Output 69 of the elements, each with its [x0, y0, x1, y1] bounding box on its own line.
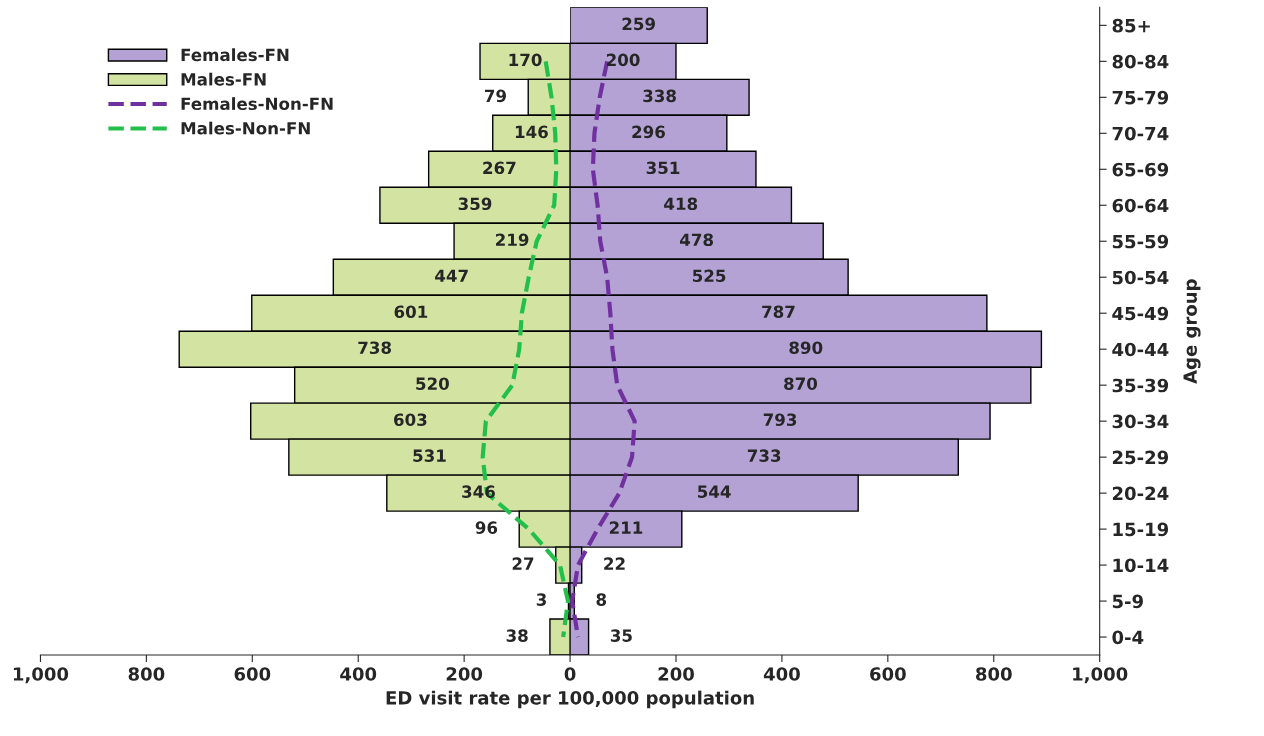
data-label: 146: [515, 125, 548, 139]
y-axis-title: Age group: [1183, 279, 1201, 384]
x-tick-label: 600: [870, 667, 906, 681]
data-label: 544: [698, 485, 731, 498]
x-tick-label: 1,000: [13, 667, 69, 684]
y-tick-label: 5-9: [1112, 594, 1143, 609]
x-tick-label: 200: [658, 667, 694, 681]
data-label: 8: [596, 593, 607, 606]
y-tick-label: 10-14: [1113, 558, 1169, 573]
legend-label: Males-FN: [181, 72, 266, 86]
data-label: 603: [394, 413, 427, 426]
x-tick-label: 400: [340, 667, 377, 681]
y-tick-label: 15-19: [1113, 522, 1169, 537]
data-label: 259: [622, 17, 655, 31]
x-tick-label: 800: [128, 667, 165, 681]
data-label: 525: [692, 269, 726, 283]
x-tick-label: 0: [564, 667, 576, 681]
data-label: 890: [789, 341, 823, 355]
data-label: 520: [416, 377, 449, 391]
data-label: 38: [506, 629, 528, 642]
data-label: 338: [643, 89, 676, 103]
y-tick-label: 35-39: [1112, 378, 1169, 393]
data-label: 22: [604, 557, 625, 570]
y-tick-label: 0-4: [1112, 630, 1144, 645]
data-label: 738: [358, 341, 391, 355]
y-tick-label: 25-29: [1112, 450, 1169, 465]
data-label: 601: [394, 305, 428, 319]
data-label: 447: [435, 269, 468, 282]
y-tick-label: 30-34: [1112, 414, 1169, 429]
data-label: 793: [763, 413, 797, 426]
data-label: 296: [632, 125, 665, 139]
data-label: 79: [484, 89, 506, 103]
data-label: 359: [458, 197, 492, 211]
y-tick-label: 60-64: [1112, 198, 1169, 213]
data-label: 219: [495, 233, 529, 247]
data-label: 418: [664, 197, 698, 211]
data-label: 870: [784, 377, 818, 391]
y-tick-label: 65-69: [1112, 162, 1169, 177]
y-tick-label: 75-79: [1112, 90, 1169, 105]
data-label: 35: [610, 629, 632, 642]
data-label: 27: [512, 557, 534, 570]
data-label: 170: [509, 53, 542, 67]
legend-label: Females-Non-FN: [181, 97, 333, 111]
data-label: 733: [747, 449, 781, 462]
x-tick-label: 800: [976, 667, 1012, 681]
y-tick-label: 50-54: [1112, 270, 1169, 285]
x-tick-label: 600: [234, 667, 271, 681]
x-tick-label: 400: [763, 667, 800, 681]
legend-label: Females-FN: [181, 48, 289, 62]
x-tick-label: 200: [446, 667, 483, 681]
data-label: 200: [606, 53, 640, 67]
x-tick-label: 1,000: [1073, 667, 1128, 684]
y-tick-label: 40-44: [1112, 342, 1169, 357]
legend-label: Males-Non-FN: [181, 121, 310, 135]
data-label: 211: [609, 521, 643, 534]
data-label: 3: [536, 593, 546, 606]
data-label: 351: [646, 161, 680, 175]
data-label: 96: [475, 521, 498, 534]
y-tick-label: 80-84: [1112, 54, 1169, 69]
y-tick-label: 20-24: [1112, 486, 1169, 501]
y-tick-label: 85+: [1112, 18, 1150, 33]
data-label: 787: [762, 305, 795, 319]
y-tick-label: 45-49: [1112, 306, 1169, 321]
data-label: 531: [413, 449, 446, 462]
x-axis-title: ED visit rate per 100,000 population: [386, 690, 754, 709]
data-label: 267: [483, 161, 516, 175]
y-tick-label: 70-74: [1112, 126, 1169, 141]
data-label: 478: [680, 233, 713, 247]
y-tick-label: 55-59: [1112, 234, 1169, 249]
